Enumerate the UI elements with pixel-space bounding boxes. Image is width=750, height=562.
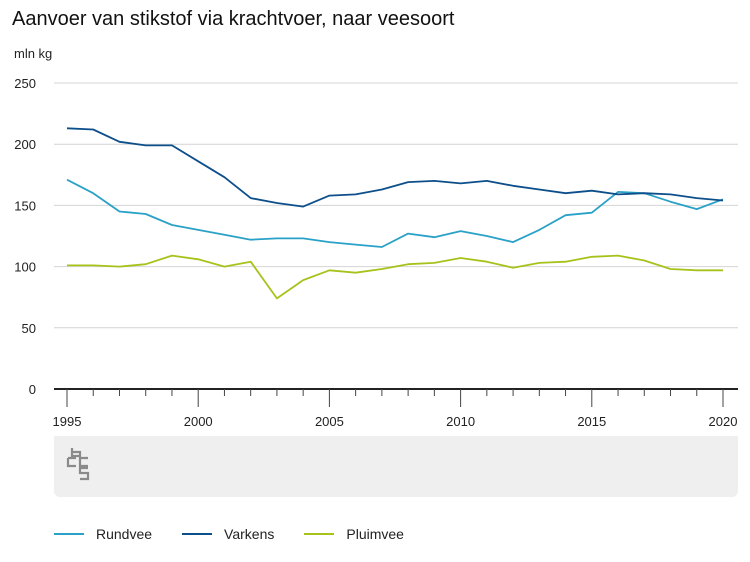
legend-swatch xyxy=(304,533,335,535)
source-panel xyxy=(54,436,738,497)
x-tick-label: 2015 xyxy=(577,414,606,429)
legend-swatch xyxy=(54,533,84,535)
y-tick-label: 150 xyxy=(14,198,36,213)
chart-title: Aanvoer van stikstof via krachtvoer, naa… xyxy=(12,8,455,30)
y-tick-label: 200 xyxy=(14,137,36,152)
series-line-varkens xyxy=(66,127,724,208)
y-tick-label: 50 xyxy=(22,321,36,336)
x-axis: 1995 2000 2005 2010 2015 2020 xyxy=(53,388,738,429)
line-chart: 0 50 100 150 200 250 1995 2000 2005 2010 2015 2020 xyxy=(14,76,738,429)
x-tick-label: 2005 xyxy=(315,414,344,429)
legend-item-pluimvee: Pluimvee xyxy=(304,526,404,542)
y-tick-label: 0 xyxy=(29,382,36,397)
legend: Rundvee Varkens Pluimvee xyxy=(54,526,404,542)
x-tick-label: 1995 xyxy=(53,414,82,429)
series-line-rundvee xyxy=(66,178,724,248)
legend-label: Varkens xyxy=(224,526,275,542)
y-axis-unit-label: mln kg xyxy=(14,46,53,61)
x-tick-label: 2000 xyxy=(184,414,213,429)
y-tick-label: 250 xyxy=(14,76,36,91)
x-tick-label: 2010 xyxy=(446,414,475,429)
grid-lines xyxy=(54,82,738,329)
legend-label: Pluimvee xyxy=(346,526,404,542)
series-line-pluimvee xyxy=(67,254,723,300)
legend-item-rundvee: Rundvee xyxy=(54,526,152,542)
y-tick-label: 100 xyxy=(14,260,36,275)
y-axis-ticks: 0 50 100 150 200 250 xyxy=(14,76,36,397)
legend-swatch xyxy=(182,533,213,535)
x-tick-label: 2020 xyxy=(709,414,738,429)
legend-label: Rundvee xyxy=(96,526,153,542)
legend-item-varkens: Varkens xyxy=(182,526,274,542)
series-lines xyxy=(66,127,724,300)
cbs-logo-icon xyxy=(66,448,90,481)
